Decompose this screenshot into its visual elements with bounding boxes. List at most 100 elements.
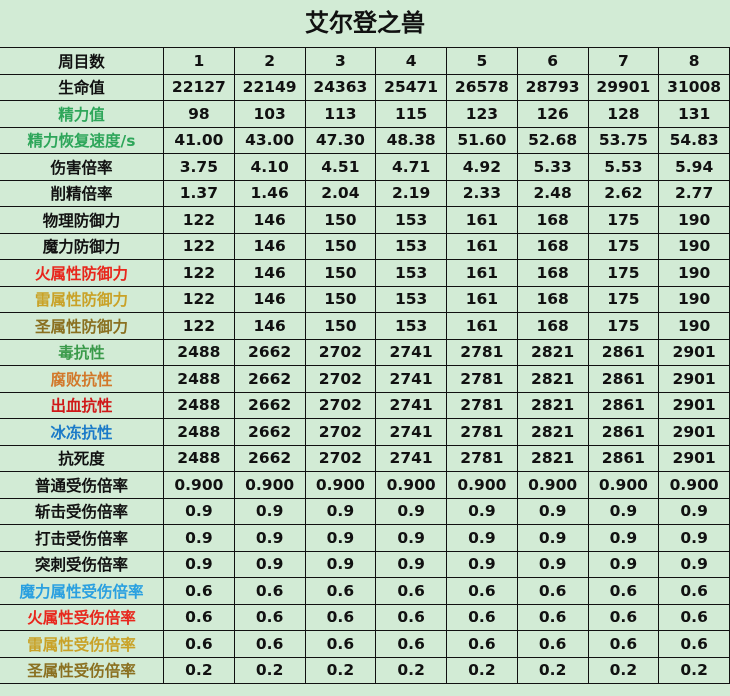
table-cell: 0.9 [587,550,660,578]
table-cell: 0.2 [233,656,306,684]
table-cell: 2781 [446,365,518,393]
table-cell: 0.9 [658,550,730,578]
table-cell: 0.900 [375,471,447,499]
row-label: 普通受伤倍率 [0,471,164,499]
table-cell: 0.9 [304,497,377,525]
table-cell: 0.9 [163,524,235,552]
table-cell: 175 [587,285,660,313]
table-cell: 146 [233,312,306,340]
table-cell: 146 [233,285,306,313]
table-cell: 4.92 [446,153,518,181]
table-cell: 5.33 [516,153,589,181]
table-cell: 113 [304,100,377,128]
table-cell: 0.9 [587,497,660,525]
table-cell: 2861 [587,391,660,419]
table-cell: 0.6 [658,630,730,658]
table-cell: 2702 [304,391,377,419]
table-cell: 2662 [233,418,306,446]
row-label: 斩击受伤倍率 [0,497,164,525]
table-cell: 54.83 [658,126,730,154]
table-cell: 175 [587,232,660,260]
table-cell: 4.10 [233,153,306,181]
table-cell: 103 [233,100,306,128]
table-cell: 0.6 [375,603,447,631]
table-cell: 2702 [304,418,377,446]
table-cell: 2901 [658,338,730,366]
table-cell: 150 [304,312,377,340]
table-cell: 0.9 [375,524,447,552]
table-cell: 146 [233,259,306,287]
table-cell: 2861 [587,365,660,393]
table-cell: 161 [446,285,518,313]
table-cell: 0.6 [304,577,377,605]
row-label: 抗死度 [0,444,164,472]
table-cell: 153 [375,259,447,287]
table-cell: 2821 [516,338,589,366]
table-cell: 153 [375,232,447,260]
table-cell: 161 [446,259,518,287]
table-cell: 26578 [446,73,518,101]
table-cell: 0.9 [304,550,377,578]
table-cell: 43.00 [233,126,306,154]
table-cell: 122 [163,206,235,234]
table-cell: 0.6 [233,577,306,605]
table-cell: 168 [516,312,589,340]
row-label: 出血抗性 [0,391,164,419]
header-cell: 8 [658,47,730,75]
table-cell: 0.9 [516,550,589,578]
table-cell: 3.75 [163,153,235,181]
table-cell: 0.9 [375,550,447,578]
table-cell: 2662 [233,365,306,393]
table-row: 魔力防御力 122 146 150 153 161 168 175 190 [0,232,730,260]
table-row: 雷属性受伤倍率 0.6 0.6 0.6 0.6 0.6 0.6 0.6 0.6 [0,630,730,658]
table-cell: 98 [163,100,235,128]
table-row: 削精倍率 1.37 1.46 2.04 2.19 2.33 2.48 2.62 2.77 [0,179,730,207]
header-cell: 2 [233,47,306,75]
table-cell: 0.6 [446,577,518,605]
table-cell: 115 [375,100,447,128]
table-cell: 2.33 [446,179,518,207]
table-cell: 168 [516,206,589,234]
page-title: 艾尔登之兽 [305,9,425,37]
table-cell: 2702 [304,444,377,472]
table-cell: 2741 [375,365,447,393]
table-cell: 2741 [375,418,447,446]
row-label: 圣属性防御力 [0,312,164,340]
table-cell: 0.6 [587,630,660,658]
table-cell: 2741 [375,391,447,419]
table-cell: 1.37 [163,179,235,207]
table-cell: 2702 [304,365,377,393]
table-row: 火属性防御力 122 146 150 153 161 168 175 190 [0,259,730,287]
table-row: 打击受伤倍率 0.9 0.9 0.9 0.9 0.9 0.9 0.9 0.9 [0,524,730,552]
table-cell: 2488 [163,365,235,393]
table-cell: 24363 [304,73,377,101]
table-cell: 175 [587,259,660,287]
table-row: 普通受伤倍率 0.900 0.900 0.900 0.900 0.900 0.900 0.90… [0,471,730,499]
header-cell: 3 [304,47,377,75]
table-row: 毒抗性 2488 2662 2702 2741 2781 2821 2861 2901 [0,338,730,366]
table-cell: 2861 [587,444,660,472]
table-cell: 146 [233,232,306,260]
table-cell: 0.9 [163,497,235,525]
table-cell: 153 [375,285,447,313]
table-cell: 0.6 [304,630,377,658]
table-cell: 0.6 [658,577,730,605]
row-label: 毒抗性 [0,338,164,366]
row-label: 伤害倍率 [0,153,164,181]
table-cell: 4.71 [375,153,447,181]
table-cell: 0.6 [375,630,447,658]
table-cell: 22127 [163,73,235,101]
table-cell: 2662 [233,444,306,472]
header-cell: 5 [446,47,518,75]
table-cell: 0.6 [163,630,235,658]
table-cell: 25471 [375,73,447,101]
table-cell: 131 [658,100,730,128]
table-cell: 0.9 [658,497,730,525]
table-cell: 0.6 [516,603,589,631]
table-cell: 2488 [163,444,235,472]
table-cell: 2861 [587,418,660,446]
table-cell: 0.9 [587,524,660,552]
row-label: 圣属性受伤倍率 [0,656,164,684]
table-cell: 161 [446,312,518,340]
